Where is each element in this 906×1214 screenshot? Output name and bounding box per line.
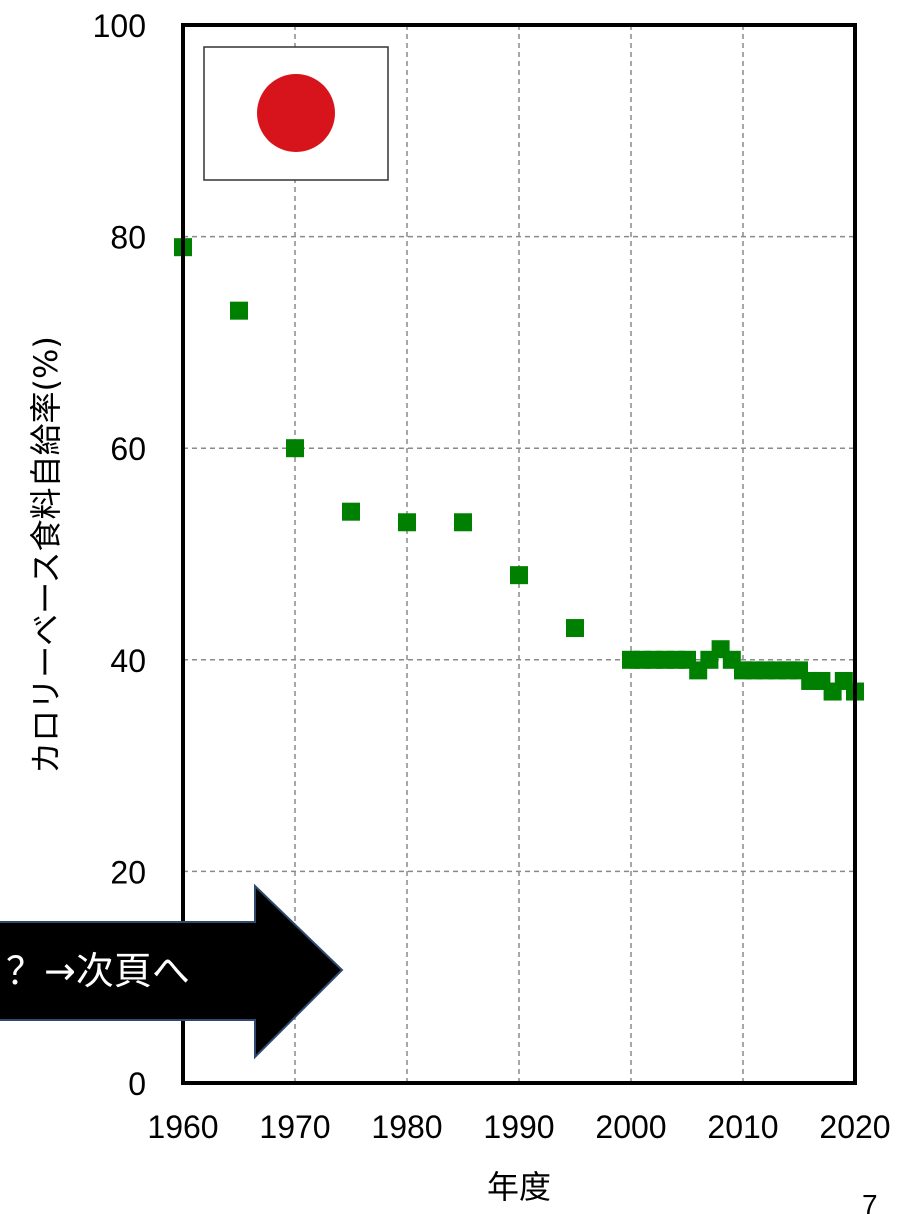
page-number: 7 (862, 1189, 878, 1214)
data-points (174, 238, 864, 701)
x-tick-label: 1980 (371, 1109, 442, 1145)
data-point (342, 502, 360, 521)
y-tick-label: 60 (110, 431, 146, 467)
y-axis-title: カロリーベース食料自給率(%) (27, 336, 65, 774)
y-tick-label: 0 (128, 1066, 146, 1102)
tick-labels: 1960 1970 1980 1990 2000 2010 2020 0 20 40 60 80 100 (93, 8, 891, 1145)
data-point (510, 566, 528, 585)
next-page-callout: ？→次頁へ (0, 883, 344, 1060)
x-axis-title: 年度 (487, 1168, 551, 1206)
data-point (398, 513, 416, 532)
japan-flag-icon (203, 46, 389, 181)
plot-frame (181, 23, 857, 1085)
data-point (230, 301, 248, 320)
x-tick-label: 2010 (707, 1109, 778, 1145)
x-tick-label: 1990 (483, 1109, 554, 1145)
arrow-right-icon (0, 883, 344, 1060)
x-tick-label: 1960 (147, 1109, 218, 1145)
x-tick-label: 2000 (595, 1109, 666, 1145)
x-tick-label: 2020 (819, 1109, 890, 1145)
y-tick-label: 100 (93, 8, 146, 44)
y-tick-label: 80 (110, 220, 146, 256)
data-point (566, 619, 584, 638)
data-point (454, 513, 472, 532)
x-tick-label: 1970 (259, 1109, 330, 1145)
data-point (286, 439, 304, 458)
callout-text: ？→次頁へ (6, 949, 190, 993)
y-tick-label: 40 (110, 643, 146, 679)
y-tick-label: 20 (110, 854, 146, 890)
